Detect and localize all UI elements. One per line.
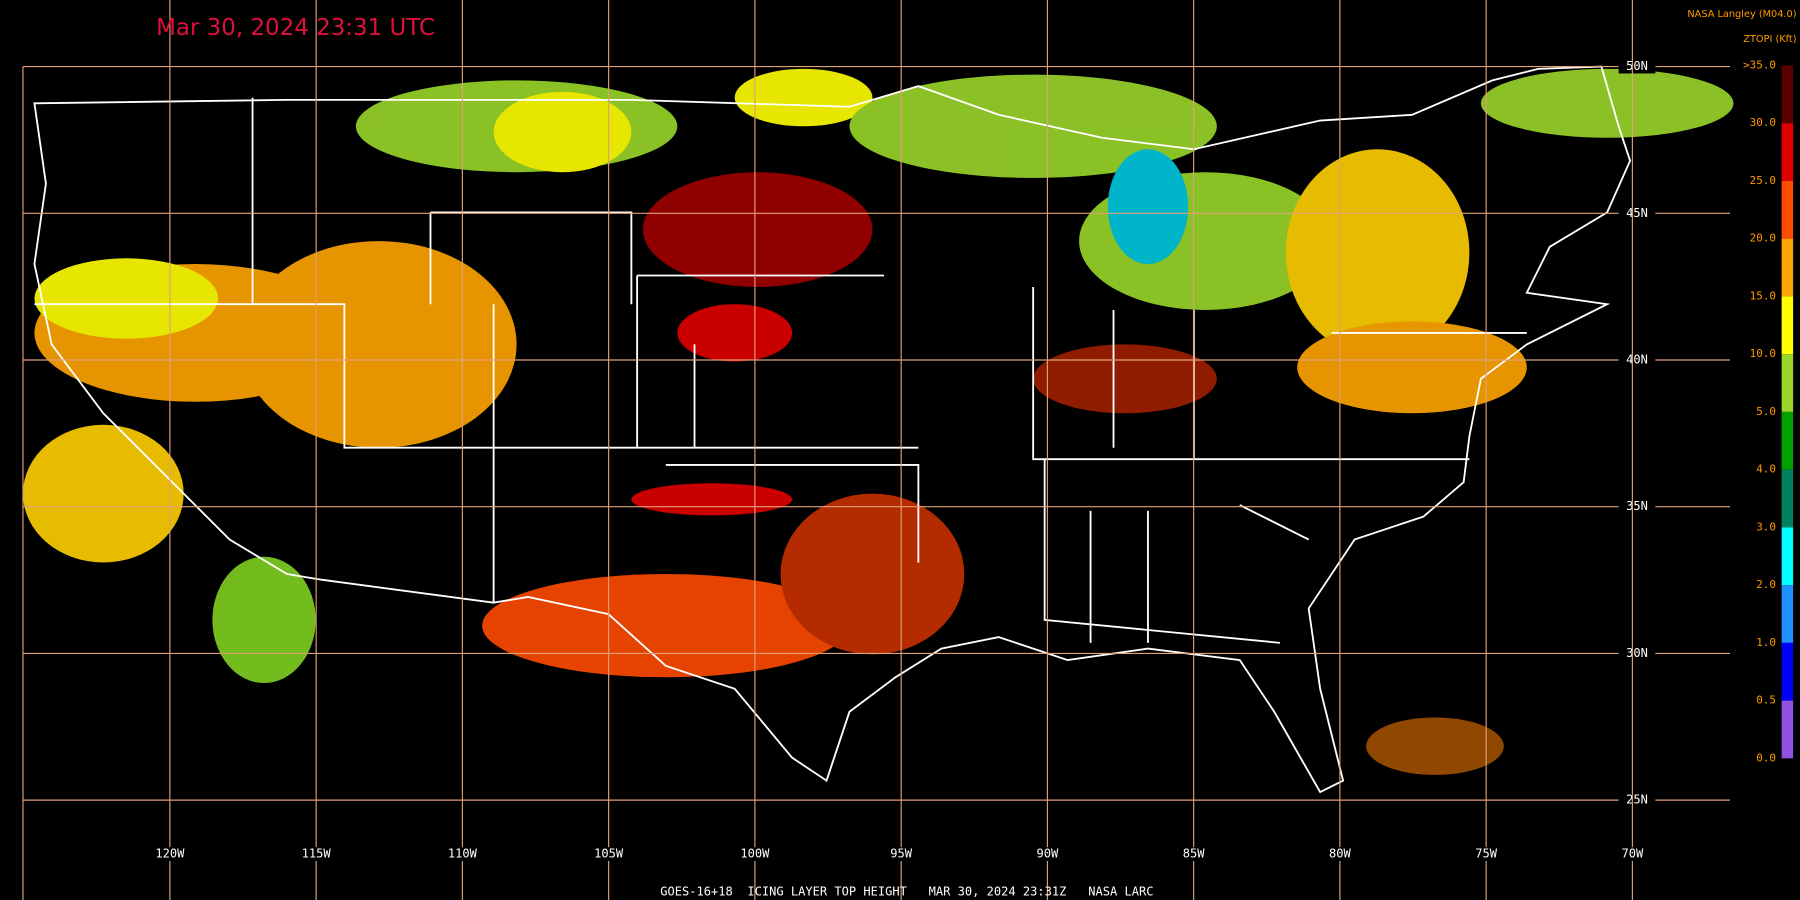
label-backing [1611, 847, 1654, 861]
cloud-area [631, 483, 793, 516]
cloud-area [34, 258, 219, 339]
label-backing [1618, 499, 1656, 514]
label-backing [1618, 353, 1656, 367]
legend-swatch [1781, 585, 1794, 643]
longitude-label: 105W [594, 847, 624, 861]
graticule: 50N 45N 40N 35N 30N 25N 120W 115W 110W 105W 100W 95… [22, 0, 1730, 900]
unit-label: ZTOPI (Kft) [1743, 34, 1796, 45]
legend-label: >35.0 [1743, 58, 1776, 71]
cloud-area [642, 172, 873, 287]
legend-label: 30.0 [1750, 116, 1776, 129]
longitude-label: 95W [890, 847, 913, 861]
legend-swatch [1781, 354, 1794, 412]
legend-swatch [1781, 123, 1794, 181]
label-backing [1618, 793, 1656, 808]
latitude-label: 30N [1626, 646, 1648, 660]
cloud-area [22, 424, 184, 563]
legend-label: 0.0 [1756, 751, 1776, 764]
cloud-area [1285, 149, 1470, 356]
legend-swatch [1781, 296, 1794, 355]
longitude-label: 90W [1037, 847, 1060, 861]
legend-swatch [1781, 700, 1794, 759]
legend-swatch [1781, 65, 1794, 124]
label-backing [149, 847, 191, 861]
label-backing [1319, 847, 1361, 861]
map-title: Mar 30, 2024 23:31 UTC [156, 15, 435, 41]
cloud-area [677, 304, 793, 362]
legend-swatch [1781, 180, 1794, 239]
cloud-area [493, 91, 632, 173]
cloud-area [482, 573, 850, 678]
legend-swatch [1781, 469, 1794, 528]
cloud-area [780, 493, 965, 655]
latitude-label: 40N [1626, 353, 1648, 367]
legend-label: 2.0 [1756, 578, 1776, 591]
label-backing [1172, 847, 1215, 861]
latitude-label: 45N [1626, 206, 1648, 220]
cloud-area [241, 241, 517, 448]
label-backing [1465, 847, 1507, 861]
legend-swatch [1781, 527, 1794, 586]
latitude-label: 35N [1626, 499, 1648, 513]
legend-swatch [1781, 642, 1794, 701]
cloud-area [734, 68, 873, 127]
longitude-label: 115W [302, 847, 332, 861]
legend-label: 1.0 [1756, 636, 1776, 649]
legend-label: 15.0 [1750, 289, 1776, 302]
label-backing [441, 847, 484, 861]
color-legend: >35.0 30.0 25.0 20.0 15.0 10.0 5.0 4.0 3.0 2.0 1.0… [1743, 58, 1794, 764]
longitude-label: 80W [1329, 847, 1352, 861]
longitude-label: 70W [1622, 847, 1645, 861]
legend-swatch [1781, 238, 1794, 297]
cloud-field [22, 68, 1734, 775]
cloud-area [1297, 321, 1527, 414]
legend-label: 3.0 [1756, 520, 1776, 533]
cloud-area [1480, 68, 1734, 138]
legend-label: 10.0 [1750, 347, 1776, 360]
legend-swatch [1781, 411, 1794, 470]
cloud-area [849, 74, 1217, 178]
credit: NASA Langley (M04.0) [1687, 9, 1796, 20]
longitude-label: 100W [740, 847, 770, 861]
label-backing [880, 847, 922, 861]
cloud-area [212, 556, 316, 684]
label-backing [1026, 847, 1069, 861]
latitude-label: 25N [1626, 793, 1648, 807]
longitude-label: 75W [1475, 847, 1498, 861]
label-backing [1618, 206, 1656, 221]
longitude-label: 85W [1183, 847, 1206, 861]
label-backing [1618, 646, 1656, 661]
legend-label: 20.0 [1750, 232, 1776, 245]
legend-label: 25.0 [1750, 174, 1776, 187]
cloud-area [1366, 717, 1504, 775]
label-backing [295, 847, 337, 861]
footer-caption: GOES-16+18 ICING LAYER TOP HEIGHT MAR 30… [660, 884, 1153, 898]
longitude-label: 110W [448, 847, 478, 861]
label-backing [587, 847, 630, 861]
cloud-area [1107, 149, 1189, 265]
label-backing [734, 847, 776, 861]
label-backing [1618, 59, 1656, 74]
legend-label: 5.0 [1756, 405, 1776, 418]
longitude-label: 120W [155, 847, 185, 861]
cloud-area [1033, 344, 1217, 414]
legend-label: 0.5 [1756, 694, 1776, 707]
legend-label: 4.0 [1756, 463, 1776, 476]
latitude-label: 50N [1626, 59, 1648, 73]
country-outline [33, 65, 1632, 794]
